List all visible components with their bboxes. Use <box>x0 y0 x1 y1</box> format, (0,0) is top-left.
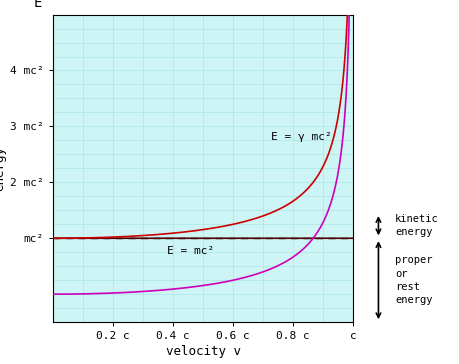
Y-axis label: energy: energy <box>0 146 6 191</box>
Text: E = mc²: E = mc² <box>167 246 214 256</box>
Text: E: E <box>33 0 42 10</box>
Text: kinetic
energy: kinetic energy <box>395 214 439 237</box>
Text: proper
or
rest
energy: proper or rest energy <box>395 256 432 305</box>
Text: E = γ mc²: E = γ mc² <box>271 132 331 142</box>
X-axis label: velocity v: velocity v <box>166 345 241 358</box>
